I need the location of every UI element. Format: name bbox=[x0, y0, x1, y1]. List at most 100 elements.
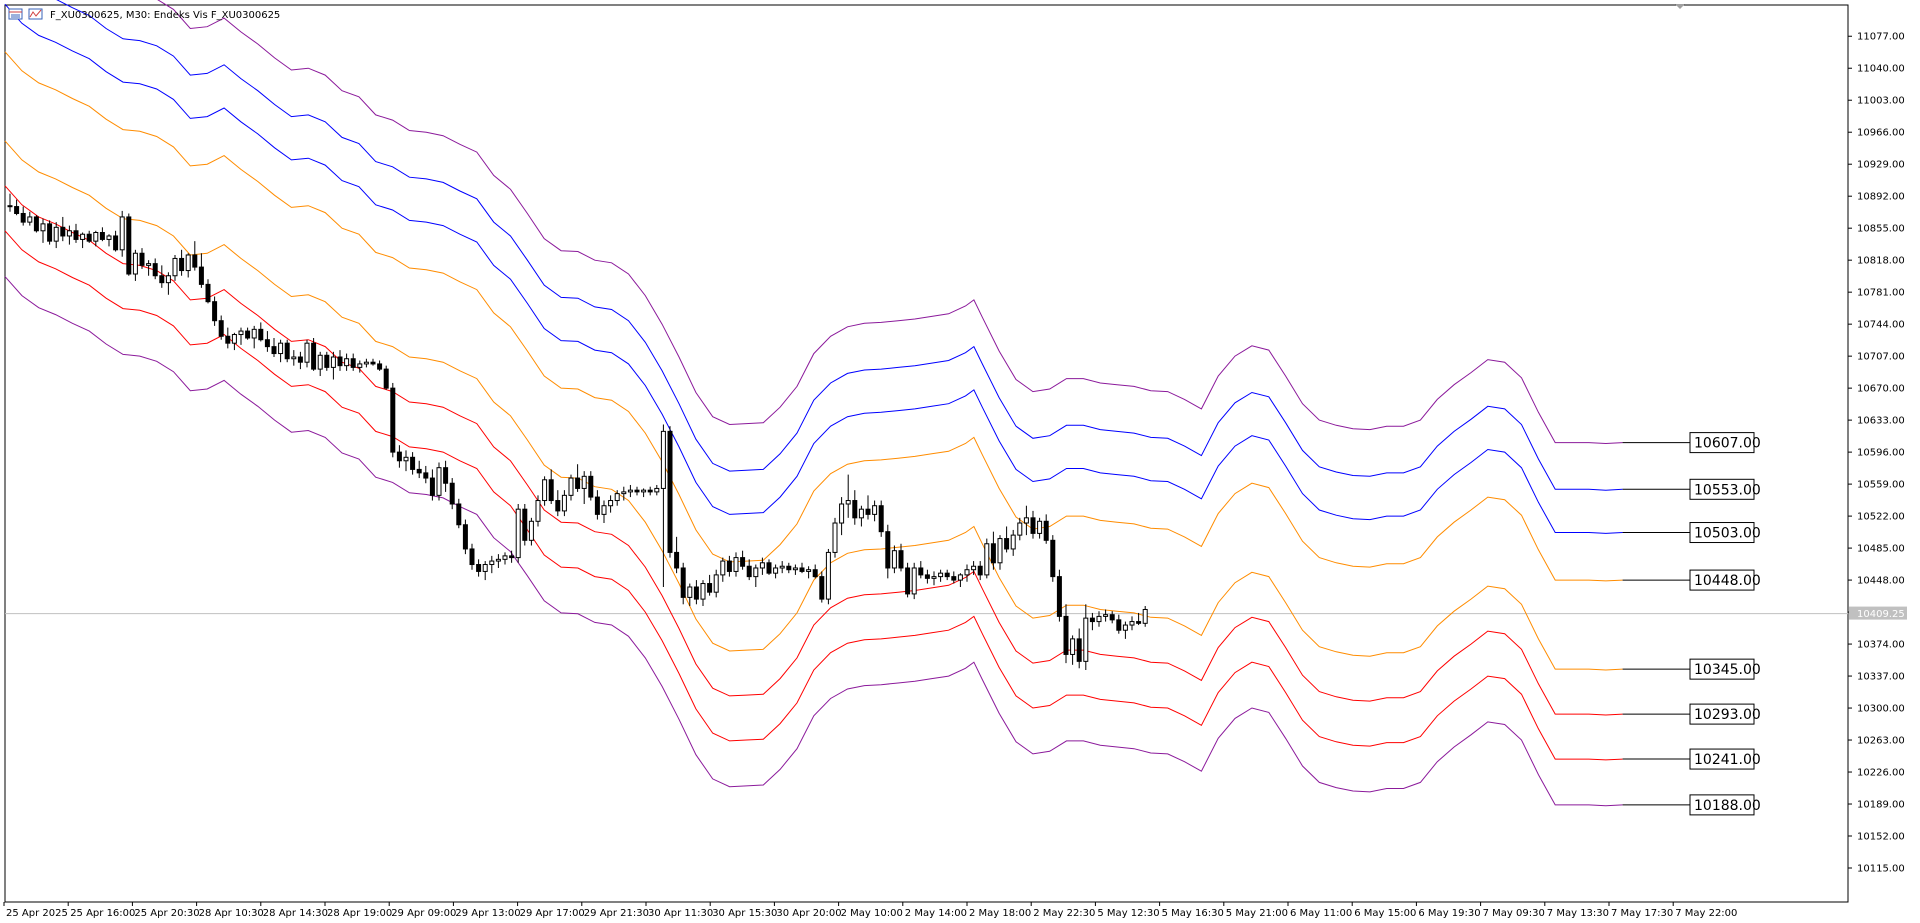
candle-body bbox=[575, 477, 581, 489]
y-tick-label: 10152.00 bbox=[1857, 832, 1905, 843]
chart-indicator-icon[interactable] bbox=[28, 8, 43, 20]
y-tick-label: 10670.00 bbox=[1857, 384, 1905, 395]
candle-body bbox=[14, 206, 20, 214]
candle-body bbox=[726, 560, 732, 572]
level-box bbox=[1689, 794, 1755, 816]
candle-body bbox=[588, 475, 594, 498]
candle-body bbox=[977, 565, 983, 576]
x-tick-label: 6 May 19:30 bbox=[1418, 908, 1480, 919]
candle-body bbox=[20, 212, 26, 223]
candle-body bbox=[931, 576, 937, 579]
candles-group[interactable] bbox=[7, 193, 1148, 671]
candle-body bbox=[1017, 522, 1023, 536]
candle-body bbox=[495, 558, 501, 562]
candle-body bbox=[212, 301, 218, 322]
candle-body bbox=[581, 475, 587, 489]
candle-body bbox=[363, 361, 369, 365]
candle-body bbox=[997, 538, 1003, 564]
level-label: 10503.00 bbox=[1694, 526, 1761, 542]
x-tick-label: 6 May 11:00 bbox=[1290, 908, 1352, 919]
candle-body bbox=[324, 354, 330, 368]
candle-body bbox=[1050, 539, 1056, 578]
band-line-5 bbox=[4, 185, 1623, 716]
candle-body bbox=[654, 487, 660, 493]
candle-body bbox=[872, 505, 878, 515]
candle-body bbox=[621, 491, 627, 495]
candle-body bbox=[47, 223, 53, 242]
candle-body bbox=[852, 500, 858, 519]
candle-body bbox=[53, 226, 59, 242]
candle-body bbox=[548, 479, 554, 502]
y-tick-label: 10929.00 bbox=[1857, 160, 1905, 171]
candle-body bbox=[779, 565, 785, 569]
candle-body bbox=[806, 569, 812, 572]
plot-frame bbox=[4, 4, 1849, 903]
band-line-7 bbox=[4, 276, 1623, 807]
candle-body bbox=[390, 387, 396, 453]
candle-body bbox=[845, 500, 851, 505]
y-tick-label: 10559.00 bbox=[1857, 480, 1905, 491]
candle-body bbox=[594, 496, 600, 515]
candle-body bbox=[674, 551, 680, 569]
band-line-3 bbox=[4, 51, 1623, 582]
candle-body bbox=[700, 583, 706, 600]
candle-body bbox=[218, 320, 224, 337]
candle-body bbox=[27, 216, 33, 223]
candle-body bbox=[132, 252, 138, 275]
candle-body bbox=[99, 232, 105, 240]
candle-body bbox=[443, 467, 449, 484]
candle-body bbox=[528, 520, 534, 541]
candle-body bbox=[113, 235, 119, 251]
y-tick-label: 10226.00 bbox=[1857, 768, 1905, 779]
x-tick-label: 29 Apr 21:30 bbox=[584, 908, 649, 919]
y-tick-label: 10744.00 bbox=[1857, 320, 1905, 331]
candle-body bbox=[502, 555, 508, 560]
candle-body bbox=[911, 567, 917, 595]
candle-body bbox=[786, 565, 792, 571]
candle-body bbox=[139, 252, 145, 266]
y-tick-label: 10596.00 bbox=[1857, 448, 1905, 459]
level-label: 10188.00 bbox=[1694, 798, 1761, 814]
candle-body bbox=[291, 356, 297, 360]
candle-body bbox=[165, 275, 171, 284]
candle-body bbox=[251, 328, 257, 339]
x-tick-label: 2 May 14:00 bbox=[905, 908, 967, 919]
candle-body bbox=[951, 576, 957, 581]
chart-grid-icon[interactable] bbox=[8, 8, 23, 20]
candle-body bbox=[330, 356, 336, 368]
x-tick-label: 25 Apr 2025 bbox=[6, 908, 68, 919]
candle-body bbox=[403, 456, 409, 462]
candle-body bbox=[40, 223, 46, 232]
level-label: 10241.00 bbox=[1694, 752, 1761, 768]
candle-body bbox=[396, 451, 402, 462]
collapse-arrow-icon[interactable] bbox=[1675, 4, 1685, 9]
candle-body bbox=[198, 266, 204, 285]
candle-body bbox=[489, 560, 495, 566]
x-tick-label: 7 May 17:30 bbox=[1611, 908, 1673, 919]
candle-body bbox=[641, 489, 647, 493]
candle-body bbox=[1056, 576, 1062, 617]
candle-body bbox=[839, 503, 845, 524]
candle-body bbox=[1109, 614, 1115, 621]
candle-body bbox=[924, 574, 930, 579]
candle-body bbox=[535, 500, 541, 522]
title-bar: F_XU0300625, M30: Endeks Vis F_XU0300625 bbox=[8, 8, 280, 21]
candle-body bbox=[205, 283, 211, 303]
candle-body bbox=[337, 356, 343, 367]
y-tick-label: 10189.00 bbox=[1857, 800, 1905, 811]
candle-body bbox=[1070, 638, 1076, 655]
x-tick-label: 28 Apr 19:00 bbox=[327, 908, 392, 919]
band-line-6 bbox=[4, 230, 1623, 761]
candle-body bbox=[614, 493, 620, 502]
candle-body bbox=[667, 430, 673, 553]
candle-body bbox=[1089, 617, 1095, 623]
candle-body bbox=[1023, 517, 1029, 524]
x-tick-label: 29 Apr 13:00 bbox=[455, 908, 520, 919]
y-tick-label: 10448.00 bbox=[1857, 576, 1905, 587]
y-tick-label: 10781.00 bbox=[1857, 288, 1905, 299]
candle-body bbox=[462, 524, 468, 550]
candle-body bbox=[231, 334, 237, 344]
candle-body bbox=[284, 342, 290, 360]
candle-body bbox=[647, 489, 653, 493]
